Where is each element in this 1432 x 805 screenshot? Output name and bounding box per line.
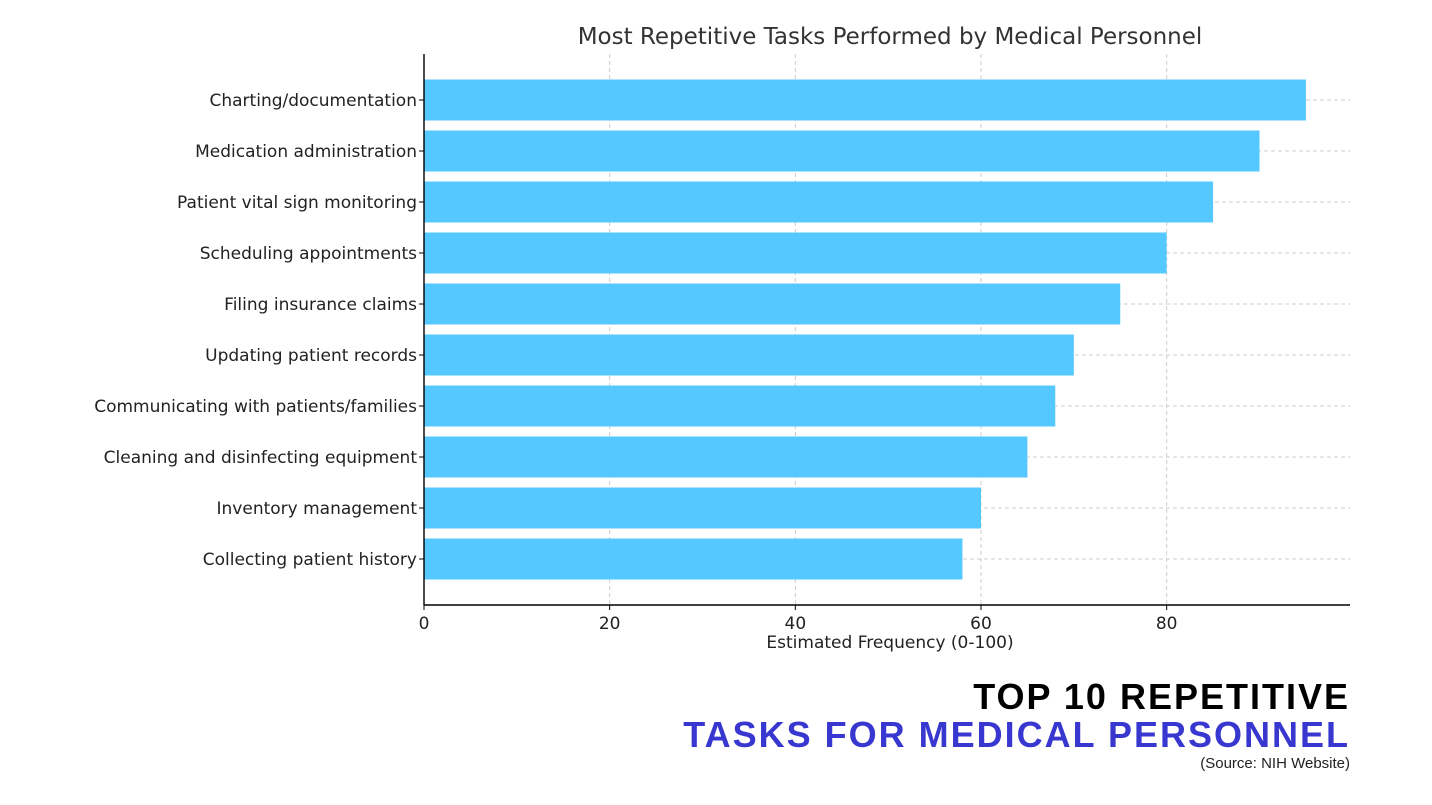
bar xyxy=(424,130,1260,172)
y-tick-label: Updating patient records xyxy=(205,346,417,366)
bar xyxy=(424,181,1214,223)
y-tick-label: Scheduling appointments xyxy=(200,244,417,264)
chart-title: Most Repetitive Tasks Performed by Medic… xyxy=(578,24,1203,50)
x-tick-label: 20 xyxy=(599,614,621,634)
source-note: (Source: NIH Website) xyxy=(1200,755,1350,772)
bar xyxy=(424,232,1167,274)
bar xyxy=(424,487,981,529)
y-tick-labels: Charting/documentation Medication adminis… xyxy=(94,91,424,570)
y-tick-label: Inventory management xyxy=(217,499,418,519)
bar xyxy=(424,79,1306,121)
x-tick-label: 40 xyxy=(785,614,807,634)
bar xyxy=(424,436,1028,478)
bar xyxy=(424,283,1121,325)
axes xyxy=(423,54,1350,606)
y-tick-label: Medication administration xyxy=(195,142,417,162)
y-tick-label: Charting/documentation xyxy=(210,91,418,111)
headline-line-1: TOP 10 REPETITIVE xyxy=(973,676,1350,717)
x-tick-labels: 0 20 40 60 80 xyxy=(419,605,1178,634)
bar xyxy=(424,334,1074,376)
bar xyxy=(424,385,1056,427)
bar-chart: Most Repetitive Tasks Performed by Medic… xyxy=(94,24,1350,653)
y-tick-label: Communicating with patients/families xyxy=(94,397,417,417)
x-tick-label: 80 xyxy=(1156,614,1178,634)
y-tick-label: Patient vital sign monitoring xyxy=(177,193,417,213)
bar xyxy=(424,538,963,580)
y-tick-label: Collecting patient history xyxy=(203,550,417,570)
x-axis-label: Estimated Frequency (0-100) xyxy=(766,633,1013,653)
y-tick-label: Filing insurance claims xyxy=(224,295,417,315)
y-tick-label: Cleaning and disinfecting equipment xyxy=(104,448,418,468)
headline-line-2: TASKS FOR MEDICAL PERSONNEL xyxy=(683,714,1350,755)
bars xyxy=(424,79,1306,580)
x-tick-label: 60 xyxy=(970,614,992,634)
x-tick-label: 0 xyxy=(419,614,430,634)
